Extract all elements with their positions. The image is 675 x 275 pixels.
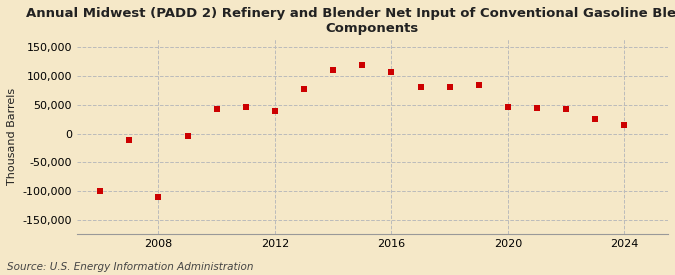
Point (269, 108, 280, 113)
Point (240, 104, 251, 109)
Point (415, 84, 426, 89)
Point (328, 68, 339, 73)
Y-axis label: Thousand Barrels: Thousand Barrels (7, 88, 17, 185)
Point (386, 70, 397, 74)
Point (357, 62, 368, 67)
Point (502, 105, 513, 109)
Point (532, 106, 543, 110)
Point (124, 138, 135, 143)
Text: Source: U.S. Energy Information Administration: Source: U.S. Energy Information Administ… (7, 262, 253, 272)
Point (182, 134, 193, 139)
Point (590, 117, 601, 121)
Point (211, 107, 222, 112)
Point (619, 123, 630, 127)
Point (561, 107, 572, 111)
Point (444, 84, 455, 89)
Point (298, 87, 309, 91)
Point (473, 82, 484, 87)
Title: Annual Midwest (PADD 2) Refinery and Blender Net Input of Conventional Gasoline : Annual Midwest (PADD 2) Refinery and Ble… (26, 7, 675, 35)
Point (95, 189, 105, 193)
Point (153, 194, 164, 199)
